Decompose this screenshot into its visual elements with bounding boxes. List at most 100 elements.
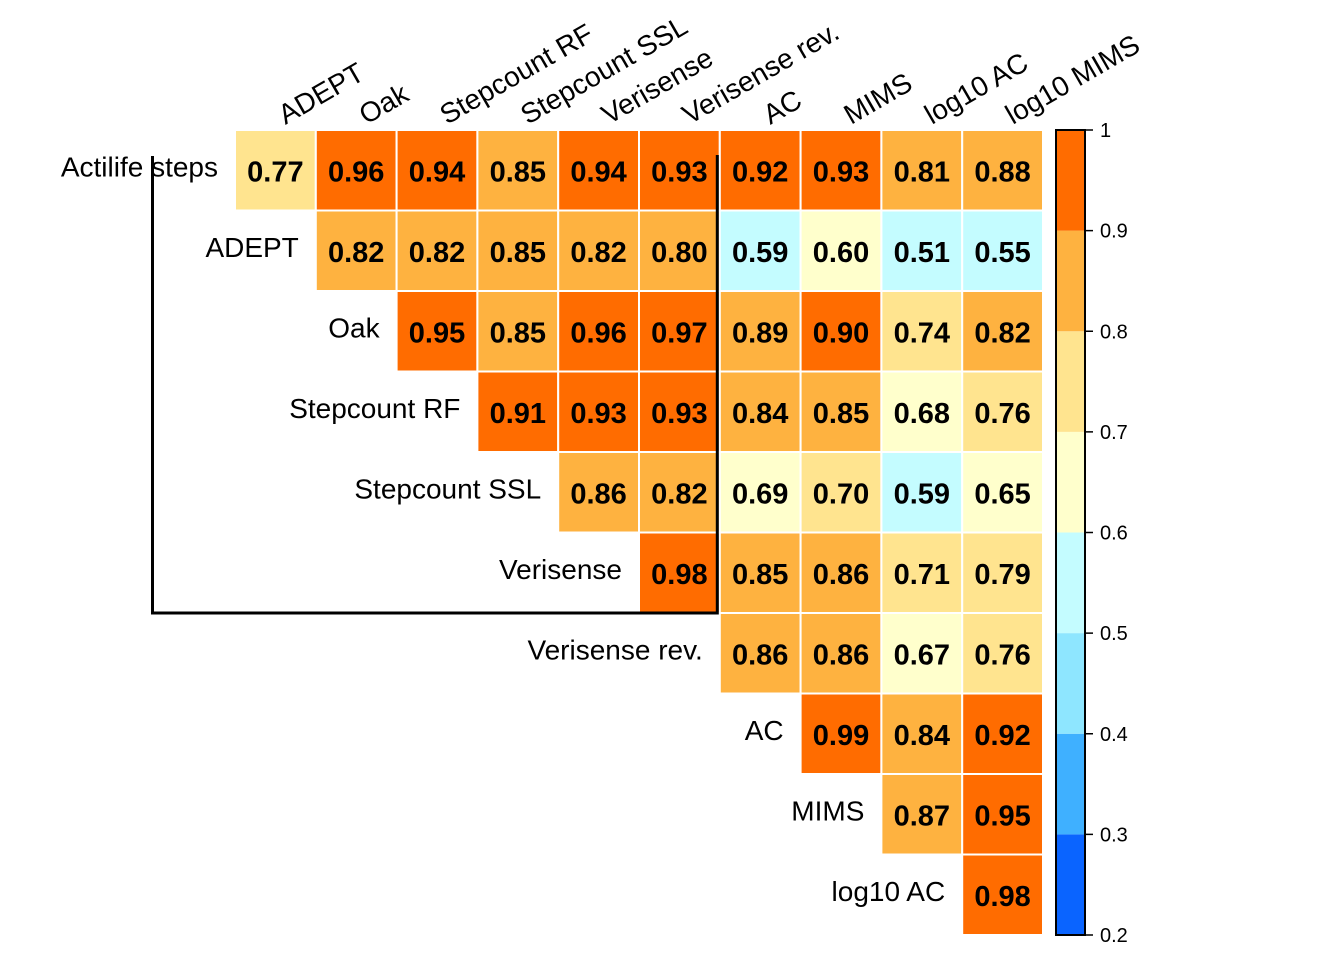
heatmap-cell (557, 290, 641, 373)
cell-value-label: 0.85 (490, 317, 546, 349)
row-label-adept: ADEPT (205, 232, 298, 263)
heatmap-cell (961, 531, 1045, 614)
colorbar-band (1056, 331, 1085, 432)
heatmap-cell (961, 129, 1045, 212)
heatmap-cell (961, 692, 1045, 775)
cell-value-label: 0.60 (813, 237, 869, 269)
heatmap-cell (476, 290, 560, 373)
heatmap-cell (799, 129, 883, 212)
cell-value-label: 0.84 (894, 720, 950, 752)
heatmap-cell (718, 612, 802, 695)
cell-value-label: 0.93 (813, 156, 869, 188)
cell-value-label: 0.76 (974, 398, 1030, 430)
colorbar-tick-label: 0.8 (1100, 321, 1128, 343)
row-label-verisense: Verisense (499, 554, 622, 585)
row-label-actilife-steps: Actilife steps (61, 151, 218, 182)
cell-value-label: 0.81 (894, 156, 950, 188)
cell-value-label: 0.69 (732, 478, 788, 510)
colorbar-tick-label: 0.3 (1100, 824, 1128, 846)
heatmap-cell (961, 451, 1045, 534)
cell-value-label: 0.97 (651, 317, 707, 349)
heatmap-cell (718, 370, 802, 453)
heatmap-cell (799, 692, 883, 775)
colorbar-tick-label: 0.9 (1100, 221, 1128, 243)
heatmap-cell (314, 129, 398, 212)
heatmap-cell-labels: 0.77 0.96 0.94 0.85 0.94 0.93 0.92 0.93 0.81 0.88… (247, 156, 1031, 913)
highlight-box (151, 155, 719, 615)
cell-value-label: 0.86 (732, 639, 788, 671)
colorbar-band (1056, 733, 1085, 835)
colorbar-band (1056, 130, 1085, 231)
cell-value-label: 0.86 (813, 559, 869, 591)
colorbar-tick-label: 1 (1100, 120, 1111, 142)
heatmap-cell (880, 209, 964, 292)
cell-value-label: 0.94 (409, 156, 465, 188)
colorbar-tick-label: 0.6 (1100, 523, 1128, 545)
cell-value-label: 0.59 (894, 478, 950, 510)
heatmap-cell (557, 370, 641, 453)
cell-value-label: 0.77 (247, 156, 303, 188)
cell-value-label: 0.98 (974, 881, 1030, 913)
colorbar-tick-label: 0.5 (1100, 623, 1128, 645)
cell-value-label: 0.79 (974, 559, 1030, 591)
cell-value-label: 0.68 (894, 398, 950, 430)
cell-value-label: 0.87 (894, 800, 950, 832)
column-label-ac: AC (758, 84, 807, 130)
cell-value-label: 0.86 (570, 478, 626, 510)
heatmap-cell (718, 531, 802, 614)
cell-value-label: 0.99 (813, 720, 869, 752)
colorbar-tick-label: 0.7 (1100, 422, 1128, 444)
cell-value-label: 0.85 (490, 156, 546, 188)
cell-value-label: 0.88 (974, 156, 1030, 188)
cell-value-label: 0.85 (813, 398, 869, 430)
colorbar-tick-label: 0.4 (1100, 724, 1128, 746)
colorbar: 1 0.9 0.8 0.7 0.6 0.5 0.4 0.3 0.2 (1055, 120, 1128, 947)
cell-value-label: 0.92 (732, 156, 788, 188)
heatmap-cell (638, 290, 721, 373)
colorbar-tick-label: 0.2 (1100, 925, 1128, 947)
heatmap-cell (476, 370, 560, 453)
colorbar-band (1056, 633, 1085, 734)
row-label-ac: AC (745, 715, 784, 746)
row-labels: Actilife steps ADEPT Oak Stepcount RF Stepco… (61, 151, 945, 907)
row-label-stepcount-rf: Stepcount RF (289, 393, 460, 424)
heatmap-cell (395, 290, 479, 373)
cell-value-label: 0.95 (974, 800, 1030, 832)
heatmap-cell (799, 612, 883, 695)
heatmap-cells (234, 129, 1045, 936)
cell-value-label: 0.82 (651, 478, 707, 510)
column-label-mims: MIMS (839, 67, 918, 130)
cell-value-label: 0.85 (490, 237, 546, 269)
heatmap-cell (880, 692, 964, 775)
heatmap-cell (799, 209, 883, 292)
heatmap-cell (880, 773, 964, 856)
cell-value-label: 0.93 (651, 156, 707, 188)
column-label-adept: ADEPT (273, 57, 369, 131)
row-label-mims: MIMS (791, 795, 864, 826)
cell-value-label: 0.84 (732, 398, 788, 430)
cell-value-label: 0.93 (651, 398, 707, 430)
cell-value-label: 0.95 (409, 317, 465, 349)
cell-value-label: 0.51 (894, 237, 950, 269)
cell-value-label: 0.96 (570, 317, 626, 349)
heatmap-cell (638, 129, 721, 212)
cell-value-label: 0.80 (651, 237, 707, 269)
cell-value-label: 0.92 (974, 720, 1030, 752)
cell-value-label: 0.82 (328, 237, 384, 269)
heatmap-cell (961, 773, 1045, 856)
heatmap-cell (718, 451, 802, 534)
row-label-stepcount-ssl: Stepcount SSL (354, 473, 541, 504)
cell-value-label: 0.71 (894, 559, 950, 591)
cell-value-label: 0.82 (570, 237, 626, 269)
cell-value-label: 0.96 (328, 156, 384, 188)
cell-value-label: 0.98 (651, 559, 707, 591)
cell-value-label: 0.74 (894, 317, 950, 349)
highlight-box-outline (151, 155, 719, 615)
heatmap-cell (638, 451, 721, 534)
cell-value-label: 0.82 (974, 317, 1030, 349)
cell-value-label: 0.86 (813, 639, 869, 671)
heatmap-cell (961, 612, 1045, 695)
heatmap-cell (718, 209, 802, 292)
